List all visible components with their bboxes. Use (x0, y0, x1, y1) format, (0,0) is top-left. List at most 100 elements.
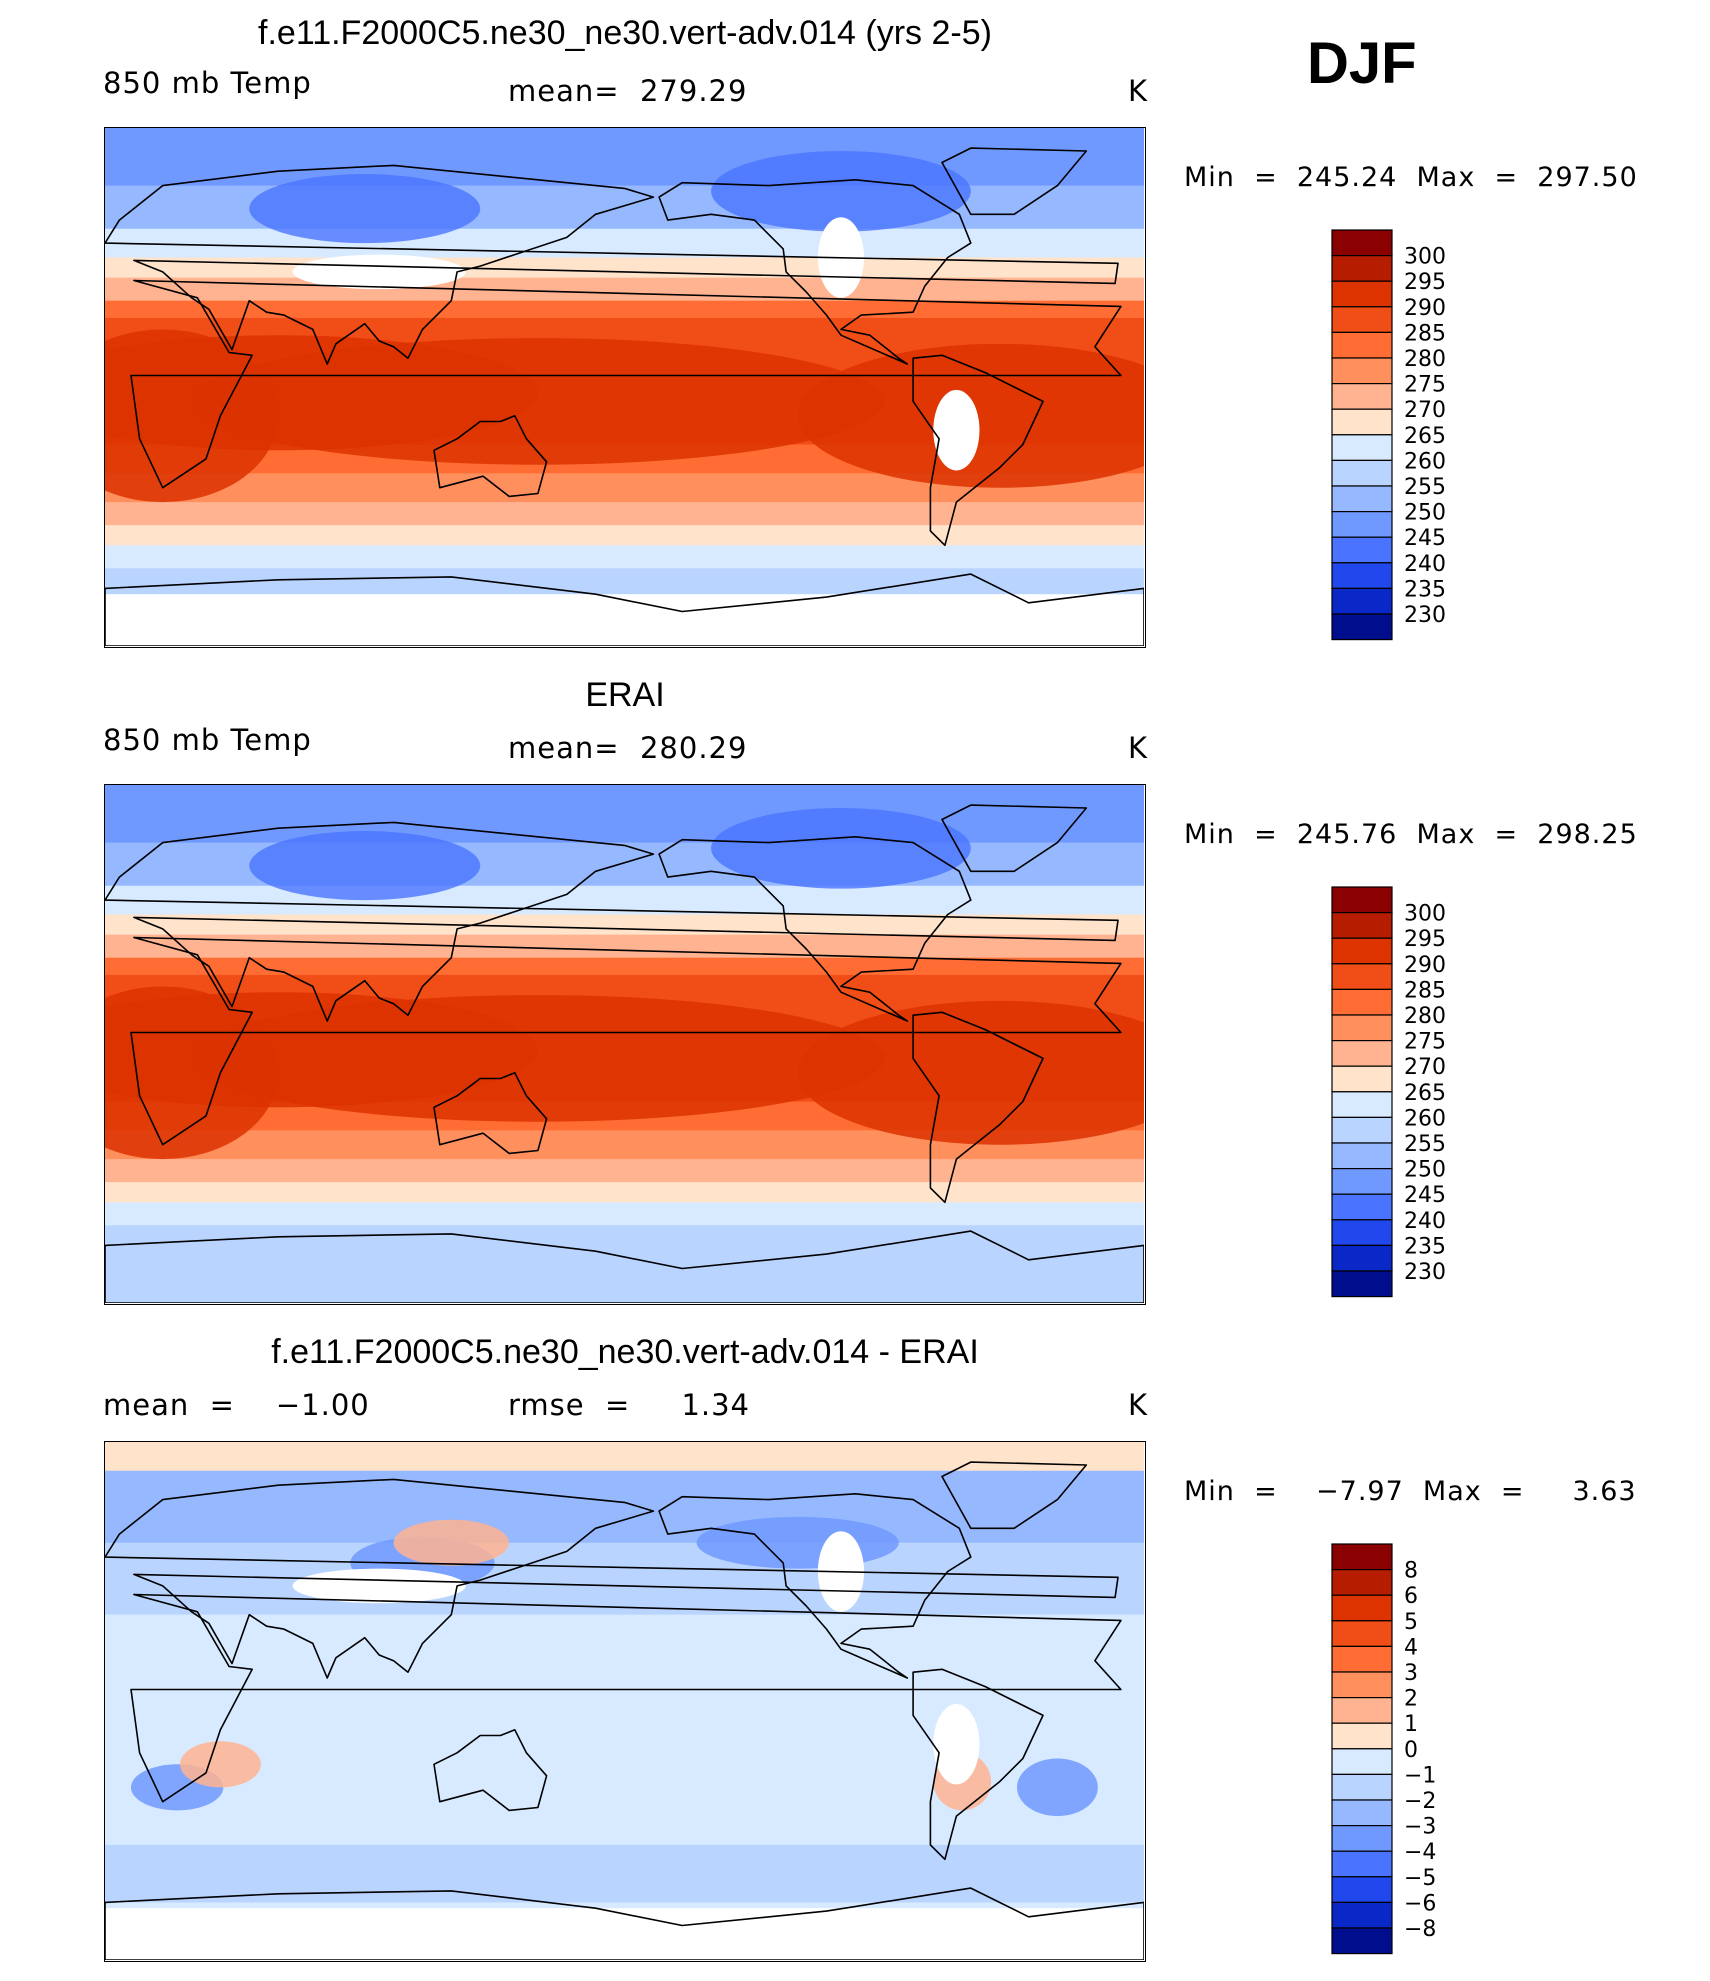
missing-data (292, 1568, 466, 1604)
colorbar-tick-label: 280 (1404, 347, 1446, 372)
panel3-map (104, 1441, 1146, 1962)
warm-core (797, 1000, 1144, 1145)
panel2-map (104, 784, 1146, 1305)
colorbar-tick-label: 270 (1404, 398, 1446, 423)
coastline (941, 147, 1088, 216)
colorbar-tick-label: 300 (1404, 245, 1446, 270)
field-band (105, 525, 1144, 546)
cold-lobe (711, 151, 971, 232)
colorbar-swatch (1331, 1594, 1393, 1622)
colorbar-swatch (1331, 1244, 1393, 1272)
coastline (658, 178, 972, 365)
coastline (433, 414, 548, 498)
missing-data (292, 254, 466, 290)
colorbar-swatch (1331, 408, 1393, 436)
field-band (105, 785, 1144, 844)
colorbar-swatch (1331, 1876, 1393, 1903)
colorbar-tick-label: 260 (1404, 1106, 1446, 1131)
colorbar-tick-label: 300 (1404, 902, 1446, 927)
colorbar-tick-label: −3 (1404, 1815, 1436, 1840)
colorbar-swatch (1331, 459, 1393, 487)
colorbar-tick-label: 255 (1404, 1132, 1446, 1157)
coastline (130, 279, 1122, 489)
field-band (105, 1202, 1144, 1226)
colorbar-swatch (1331, 1569, 1393, 1596)
colorbar-swatch (1331, 331, 1393, 359)
colorbar-swatch (1331, 1040, 1393, 1067)
field-band (105, 914, 1144, 936)
colorbar-swatch (1331, 280, 1393, 308)
colorbar-tick-label: 275 (1404, 373, 1446, 398)
panel3-rmse-label: rmse = 1.34 (508, 1388, 751, 1422)
colorbar-tick-label: 285 (1404, 321, 1446, 346)
panel1-mean-label: mean= 279.29 (508, 74, 748, 108)
missing-data (105, 594, 1144, 646)
colorbar-tick-label: 230 (1404, 603, 1446, 628)
panel3-minmax: Min = −7.97 Max = 3.63 (1184, 1476, 1637, 1507)
anomaly-blob (393, 1519, 510, 1566)
colorbar-tick-label: 260 (1404, 449, 1446, 474)
field-band (105, 1182, 1144, 1203)
colorbar-swatch (1331, 229, 1393, 257)
colorbar-swatch (1331, 1850, 1393, 1878)
colorbar-tick-label: 8 (1404, 1559, 1418, 1584)
colorbar-tick-label: −6 (1404, 1891, 1436, 1916)
panel1-map-svg (105, 128, 1144, 646)
colorbar-tick-label: 265 (1404, 1081, 1446, 1106)
colorbar-swatch (1331, 1219, 1393, 1246)
colorbar-tick-label: 6 (1404, 1584, 1418, 1609)
colorbar-swatch (1331, 485, 1393, 513)
colorbar-tick-label: 295 (1404, 927, 1446, 952)
missing-data (933, 389, 980, 471)
colorbar-swatch (1331, 434, 1393, 462)
colorbar-tick-label: −1 (1404, 1763, 1436, 1788)
colorbar-tick-label: 235 (1404, 577, 1446, 602)
warm-core (191, 995, 885, 1122)
colorbar-tick-label: 250 (1404, 1158, 1446, 1183)
field-band (105, 1614, 1144, 1846)
panel3-title: f.e11.F2000C5.ne30_ne30.vert-adv.014 - E… (271, 1333, 979, 1371)
field-band (105, 545, 1144, 569)
colorbar-swatch (1331, 912, 1393, 939)
colorbar-swatch (1331, 1671, 1393, 1699)
colorbar-tick-label: 240 (1404, 552, 1446, 577)
colorbar-tick-label: 240 (1404, 1209, 1446, 1234)
colorbar-tick-label: 230 (1404, 1260, 1446, 1285)
colorbar-swatch (1331, 988, 1393, 1016)
field-band (105, 502, 1144, 526)
panel1-units-label: K (1128, 74, 1149, 108)
warm-core (191, 338, 885, 465)
colorbar-tick-label: 280 (1404, 1004, 1446, 1029)
colorbar-tick-label: 290 (1404, 953, 1446, 978)
colorbar-tick-label: 250 (1404, 501, 1446, 526)
coastline (130, 936, 1122, 1146)
coastline (105, 164, 1119, 365)
field-band (105, 934, 1144, 959)
colorbar-tick-label: 3 (1404, 1661, 1418, 1686)
field-band (105, 1542, 1144, 1616)
panel2-title: ERAI (585, 676, 665, 714)
colorbar-tick-label: −5 (1404, 1866, 1436, 1891)
panel1-variable-label: 850 mb Temp (103, 66, 312, 100)
colorbar-tick-label: 295 (1404, 270, 1446, 295)
colorbar-swatch (1331, 536, 1393, 564)
panel2-colorbar: 300 295 290 285 280 275 270 265 260 255 250 245 240 2… (1320, 882, 1470, 1307)
field-band (105, 128, 1144, 187)
colorbar-tick-label: 290 (1404, 296, 1446, 321)
colorbar-swatch (1331, 1927, 1393, 1955)
coastline (658, 1492, 972, 1679)
colorbar-swatch (1331, 1748, 1393, 1776)
coastline (105, 1478, 1119, 1679)
field-band (105, 1470, 1144, 1544)
coastline (912, 354, 1044, 547)
colorbar-swatch (1331, 1722, 1393, 1750)
colorbar-tick-label: 0 (1404, 1738, 1418, 1763)
panel3-map-svg (105, 1442, 1144, 1960)
colorbar-swatch (1331, 886, 1393, 914)
colorbar-swatch (1331, 963, 1393, 991)
colorbar-tick-label: 5 (1404, 1610, 1418, 1635)
missing-data (933, 1703, 980, 1785)
panel1-title: f.e11.F2000C5.ne30_ne30.vert-adv.014 (yr… (258, 14, 992, 52)
field-band (105, 1225, 1144, 1303)
